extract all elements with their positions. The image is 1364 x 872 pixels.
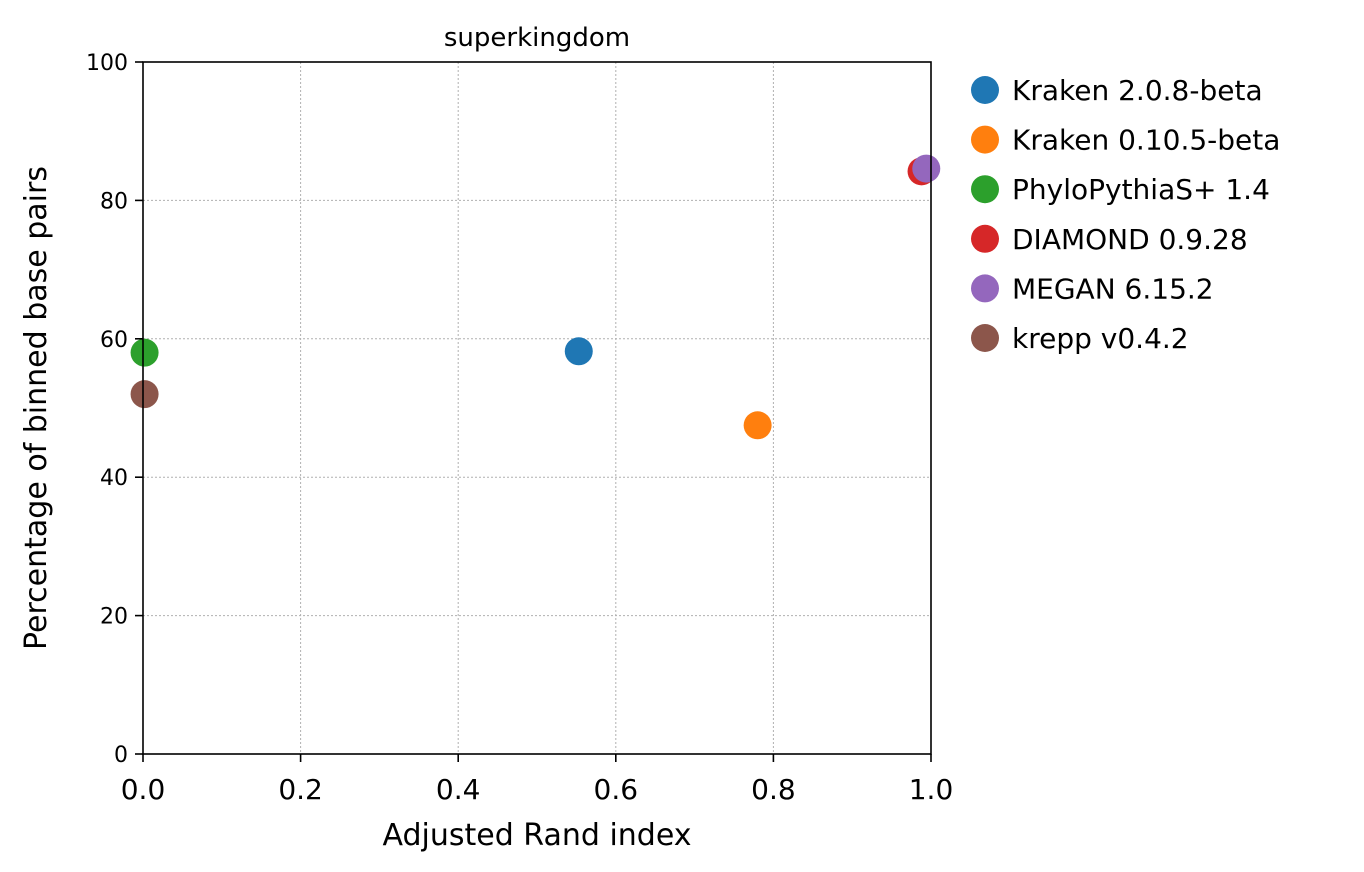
y-tick-label: 40 — [100, 466, 128, 491]
x-axis-label: Adjusted Rand index — [382, 818, 691, 853]
y-axis-label: Percentage of binned base pairs — [19, 166, 54, 650]
axes-frame — [142, 61, 932, 755]
chart-title: superkingdom — [444, 23, 630, 53]
data-point — [130, 338, 159, 367]
legend-marker — [971, 274, 999, 303]
legend-marker — [971, 224, 999, 253]
y-tick-label: 0 — [114, 743, 128, 768]
legend-label: Kraken 2.0.8-beta — [1012, 74, 1263, 107]
x-tick-label: 1.0 — [909, 773, 954, 806]
data-points — [130, 154, 941, 440]
y-tick-label: 20 — [100, 605, 128, 630]
x-tick-label: 0.2 — [278, 773, 323, 806]
legend-label: Kraken 0.10.5-beta — [1012, 124, 1280, 157]
data-point — [564, 337, 593, 366]
legend-marker — [971, 175, 999, 204]
x-tick-label: 0.8 — [751, 773, 796, 806]
y-tick-label: 100 — [86, 51, 128, 76]
legend-marker — [971, 125, 999, 154]
legend-label: MEGAN 6.15.2 — [1012, 272, 1214, 305]
legend-label: krepp v0.4.2 — [1012, 322, 1189, 355]
axis-ticks: 0.0 0.2 0.4 0.6 0.8 1.0 0 20 40 60 80 100 — [86, 51, 953, 806]
x-tick-label: 0.0 — [121, 773, 166, 806]
legend-label: DIAMOND 0.9.28 — [1012, 223, 1248, 256]
data-point — [912, 154, 941, 183]
legend-marker — [971, 324, 999, 352]
legend-marker — [971, 76, 999, 104]
legend: Kraken 2.0.8-beta Kraken 0.10.5-beta Phylo… — [971, 74, 1280, 355]
y-tick-label: 80 — [100, 189, 128, 214]
data-point — [130, 380, 159, 409]
legend-label: PhyloPythiaS+ 1.4 — [1012, 173, 1270, 206]
x-tick-label: 0.6 — [594, 773, 639, 806]
x-tick-label: 0.4 — [436, 773, 481, 806]
data-point — [743, 411, 772, 440]
y-tick-label: 60 — [100, 328, 128, 353]
